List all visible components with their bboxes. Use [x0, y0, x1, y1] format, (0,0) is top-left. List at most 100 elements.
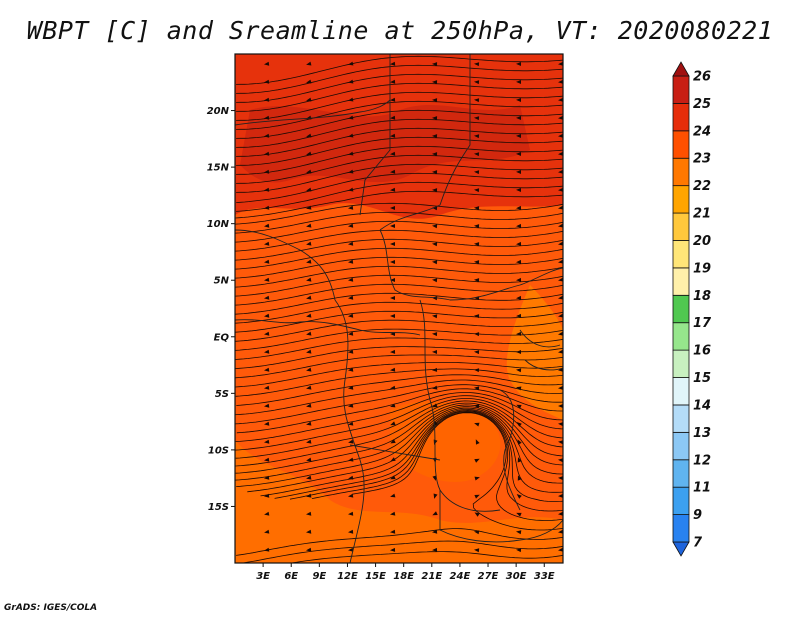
streamline-arrowhead [432, 116, 438, 121]
streamline-arrowhead [306, 169, 312, 174]
streamline-arrowhead [516, 404, 522, 409]
colorbar-label: 17 [693, 316, 712, 331]
streamline-arrowhead [348, 529, 354, 534]
streamline [235, 379, 563, 416]
streamline-arrowhead [432, 385, 438, 390]
streamline-arrowhead [432, 529, 438, 534]
lon-tick-label: 6E [284, 571, 298, 582]
streamline-arrowhead [432, 475, 437, 481]
colorbar-swatch [672, 514, 690, 543]
streamline [236, 73, 563, 103]
streamline-arrowhead [348, 79, 354, 84]
streamline-arrowhead [264, 367, 270, 372]
lat-tick-label: 15S [208, 502, 229, 513]
streamline [236, 64, 563, 94]
lat-tick-label: 5S [215, 389, 229, 400]
streamline-arrowhead [558, 187, 563, 192]
streamline-arrowhead [348, 511, 354, 516]
streamline-arrowhead [348, 475, 354, 480]
streamline [235, 395, 563, 451]
colorbar-label: 7 [693, 536, 703, 551]
streamline-arrowhead [432, 314, 438, 319]
streamline [236, 172, 563, 203]
streamline-arrowhead [516, 223, 522, 228]
streamline-arrowhead [264, 421, 270, 426]
streamline-arrowhead [474, 152, 480, 157]
streamline-arrowhead [516, 530, 522, 535]
streamline-arrowhead [432, 332, 438, 337]
streamline-arrowhead [516, 241, 522, 246]
streamline-arrowhead [348, 115, 354, 120]
streamline-arrowhead [306, 277, 312, 282]
streamline-arrowhead [558, 241, 563, 246]
streamline-arrowhead [474, 548, 480, 553]
streamline-arrowhead [306, 349, 312, 354]
streamline-arrowhead [558, 313, 563, 318]
streamline-arrowhead [558, 259, 563, 264]
streamline-arrowhead [474, 98, 480, 103]
colorbar-label: 11 [693, 481, 711, 496]
streamline-arrowhead [432, 242, 438, 247]
lon-tick-label: 27E [478, 571, 499, 582]
streamline-arrowhead [306, 295, 312, 300]
streamline-arrowhead [264, 385, 270, 390]
streamline-arrowhead [306, 367, 312, 372]
streamline-arrowhead [306, 79, 312, 84]
streamline-arrowhead [348, 187, 354, 192]
streamline-arrowhead [264, 277, 270, 282]
colorbar-label: 9 [693, 508, 702, 523]
colorbar-label: 22 [693, 179, 711, 194]
streamline-arrowhead [433, 493, 438, 499]
streamline-arrowhead [390, 133, 396, 138]
wbpt-23-24-central-zone [390, 401, 501, 482]
streamline-arrowhead [517, 439, 522, 445]
streamline-arrowhead [390, 385, 396, 390]
streamline-arrowhead [474, 80, 480, 85]
streamline-arrowhead [558, 205, 563, 210]
streamline-arrowhead [558, 169, 563, 174]
streamline-arrowhead [390, 278, 395, 282]
streamline [235, 346, 563, 369]
longitude-axis: 3E 6E 9E 12E 15E 18E 21E 24E 27E 30E 33E [256, 563, 555, 582]
streamline-arrowhead [390, 439, 396, 444]
streamline-arrowhead [516, 331, 522, 336]
streamline-arrowhead [306, 439, 312, 444]
streamline-arrowhead [348, 151, 354, 156]
streamline-arrowhead [516, 134, 521, 138]
streamline-arrowhead [558, 511, 563, 516]
lon-tick-label: 21E [421, 571, 442, 582]
streamline-arrowhead [474, 422, 480, 427]
lon-tick-label: 3E [256, 571, 270, 582]
streamline-arrowhead [306, 133, 312, 138]
streamline-arrowhead [306, 331, 312, 336]
streamline-arrowhead [306, 205, 312, 210]
streamline-arrowhead [348, 313, 354, 318]
colorbar-swatch [672, 61, 690, 77]
streamline-arrowhead [516, 80, 521, 84]
streamline-arrowhead [264, 97, 270, 102]
streamline-arrowhead [348, 133, 354, 138]
streamline-arrowhead [432, 152, 438, 157]
streamline-arrowhead [390, 493, 396, 498]
streamline [235, 220, 563, 243]
streamline-arrowhead [264, 547, 270, 552]
streamline-arrowhead [558, 547, 563, 552]
lon-tick-label: 24E [450, 571, 471, 582]
streamline-arrowhead [558, 476, 563, 481]
streamline-arrowhead [474, 62, 480, 67]
streamline-arrowhead [474, 278, 480, 283]
lon-tick-label: 15E [365, 571, 386, 582]
streamline-arrowhead [558, 458, 563, 463]
streamline-arrowhead [264, 79, 270, 84]
streamline-arrowhead [264, 259, 270, 264]
streamline-arrowhead [348, 223, 354, 228]
streamline-arrowhead [474, 224, 480, 229]
map-frame [234, 53, 564, 564]
streamline-arrowhead [516, 116, 521, 120]
streamline [236, 154, 563, 184]
streamline-arrowhead [306, 187, 312, 192]
streamline [235, 292, 563, 315]
streamline-arrowhead [516, 494, 522, 499]
streamline [235, 319, 563, 342]
streamline-arrowhead [558, 385, 563, 390]
